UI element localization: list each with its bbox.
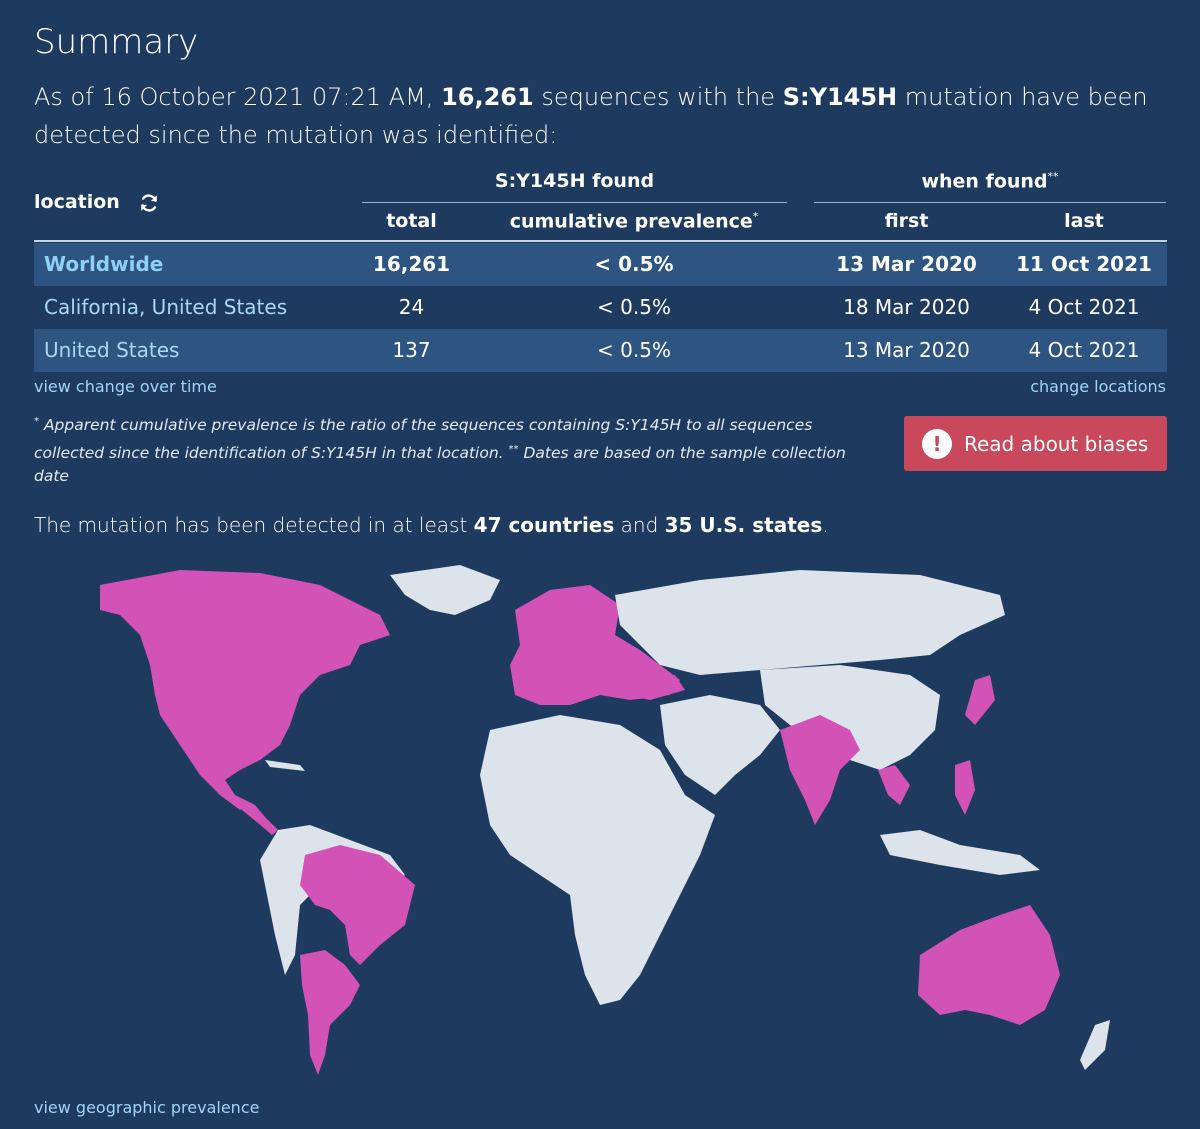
intro-prefix: As of 16 October 2021 07:21 AM,: [34, 83, 434, 111]
map-australia[interactable]: [918, 905, 1060, 1025]
alert-icon: !: [922, 428, 952, 459]
map-thailand[interactable]: [878, 765, 910, 805]
map-indonesia[interactable]: [880, 830, 1040, 875]
view-geographic-prevalence-link[interactable]: view geographic prevalence: [34, 1098, 260, 1117]
row-first: 18 Mar 2020: [843, 295, 970, 319]
intro-middle: sequences with the: [541, 83, 776, 111]
map-japan[interactable]: [965, 675, 995, 725]
sequence-count: 16,261: [441, 83, 534, 111]
view-change-link[interactable]: view change over time: [34, 377, 217, 396]
map-india[interactable]: [780, 715, 860, 825]
col-total-header: total: [386, 210, 437, 232]
map-greenland[interactable]: [390, 565, 500, 615]
row-prevalence: < 0.5%: [597, 295, 671, 319]
row-last: 4 Oct 2021: [1028, 295, 1140, 319]
change-locations-link[interactable]: change locations: [1030, 377, 1166, 396]
map-brazil[interactable]: [300, 845, 415, 965]
table-row-united-states[interactable]: United States 137 < 0.5% 13 Mar 2020 4 O…: [34, 329, 1167, 372]
map-africa[interactable]: [480, 715, 715, 1005]
map-new-zealand[interactable]: [1080, 1020, 1110, 1070]
col-first-header: first: [884, 210, 929, 232]
intro-suffix: mutation have been detected since the mu…: [34, 83, 1148, 149]
when-found-group-header: when found**: [921, 170, 1059, 193]
row-last: 4 Oct 2021: [1028, 338, 1140, 362]
country-count: 47 countries: [473, 513, 615, 537]
world-map[interactable]: [60, 555, 1150, 1095]
row-prevalence: < 0.5%: [594, 252, 674, 276]
row-last: 11 Oct 2021: [1016, 252, 1152, 276]
row-total: 24: [398, 295, 425, 319]
found-group-header: S:Y145H found: [494, 170, 655, 192]
row-location[interactable]: Worldwide: [44, 252, 164, 276]
row-location[interactable]: California, United States: [44, 295, 288, 319]
when-found-group-underline: [814, 202, 1166, 203]
map-central-america[interactable]: [235, 795, 278, 835]
page-title: Summary: [34, 22, 199, 62]
read-about-biases-button[interactable]: ! Read about biases: [904, 416, 1167, 471]
map-east-asia[interactable]: [760, 665, 940, 770]
row-total: 16,261: [372, 252, 451, 276]
row-location[interactable]: United States: [44, 338, 180, 362]
map-middle-east[interactable]: [660, 695, 780, 795]
footnote: * Apparent cumulative prevalence is the …: [34, 416, 846, 486]
map-southern-cone[interactable]: [300, 950, 360, 1075]
detected-summary: The mutation has been detected in at lea…: [34, 513, 829, 537]
row-first: 13 Mar 2020: [843, 338, 970, 362]
map-philippines[interactable]: [955, 760, 975, 815]
bias-button-label: Read about biases: [964, 431, 1149, 456]
table-row-worldwide[interactable]: Worldwide 16,261 < 0.5% 13 Mar 2020 11 O…: [34, 243, 1167, 286]
row-total: 137: [392, 338, 431, 362]
mutation-name: S:Y145H: [782, 83, 898, 111]
map-europe[interactable]: [510, 585, 680, 705]
col-last-header: last: [1064, 210, 1104, 232]
map-north-america[interactable]: [100, 570, 390, 810]
location-header: location: [34, 191, 160, 214]
row-prevalence: < 0.5%: [597, 338, 671, 362]
col-prevalence-header: cumulative prevalence*: [509, 210, 759, 233]
state-count: 35 U.S. states: [664, 513, 823, 537]
found-group-underline: [362, 202, 787, 203]
map-russia[interactable]: [615, 570, 1005, 675]
row-first: 13 Mar 2020: [836, 252, 977, 276]
map-turkey[interactable]: [620, 675, 685, 700]
table-row-california[interactable]: California, United States 24 < 0.5% 18 M…: [34, 286, 1167, 329]
header-divider: [34, 240, 1167, 242]
refresh-icon[interactable]: [138, 192, 160, 214]
map-caribbean[interactable]: [265, 760, 305, 771]
summary-intro: As of 16 October 2021 07:21 AM, 16,261 s…: [34, 78, 1164, 154]
